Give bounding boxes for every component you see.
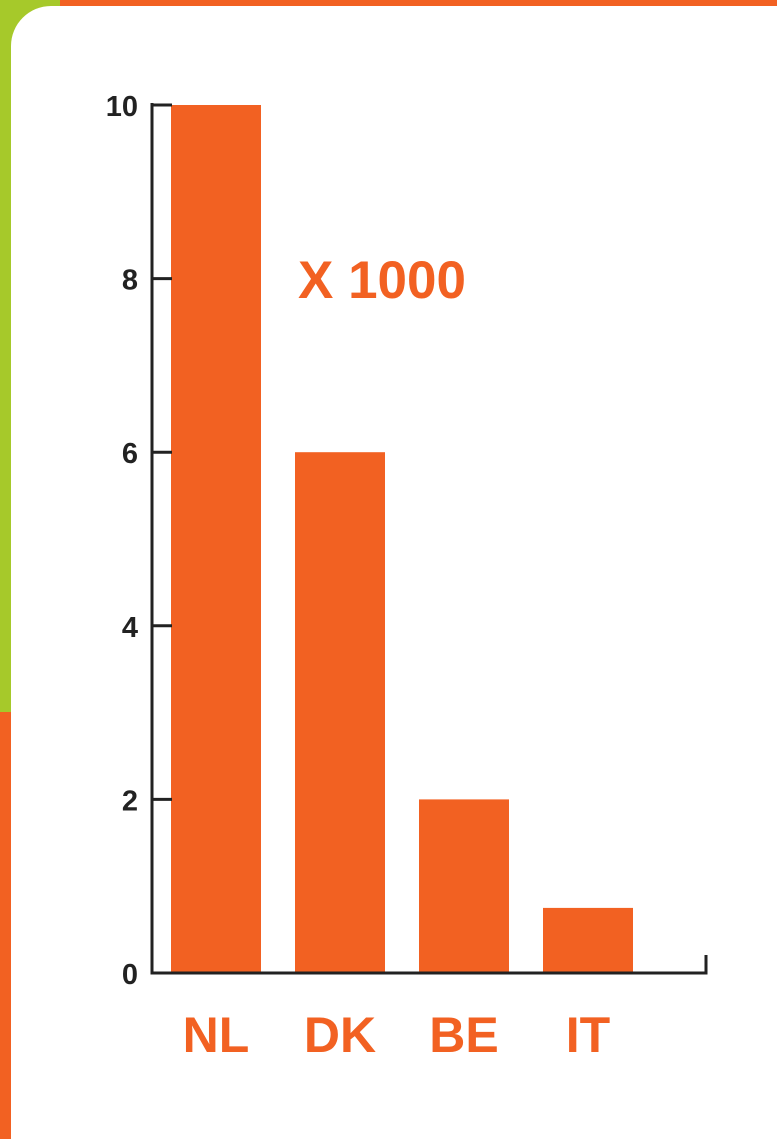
y-tick-label-0: 0 — [122, 959, 138, 991]
x-label-be: BE — [429, 1007, 498, 1063]
bar-be — [419, 799, 509, 973]
x-label-dk: DK — [304, 1007, 376, 1063]
y-tick-label-8: 8 — [122, 265, 138, 297]
x-labels-group: NL DK BE IT — [183, 1007, 611, 1063]
y-tick-label-6: 6 — [122, 438, 138, 470]
scale-annotation: X 1000 — [298, 251, 466, 310]
y-tick-label-2: 2 — [122, 785, 138, 817]
y-ticks-group: 0 2 4 6 8 10 — [106, 91, 172, 991]
chart-panel — [11, 6, 777, 1139]
y-tick-label-4: 4 — [122, 612, 138, 644]
x-label-it: IT — [566, 1007, 610, 1063]
bar-nl — [171, 105, 261, 973]
y-tick-label-10: 10 — [106, 91, 138, 123]
bars-group — [171, 105, 633, 973]
axes-group — [150, 103, 708, 975]
bar-dk — [295, 452, 385, 973]
bar-it — [543, 907, 633, 973]
x-label-nl: NL — [183, 1007, 250, 1063]
